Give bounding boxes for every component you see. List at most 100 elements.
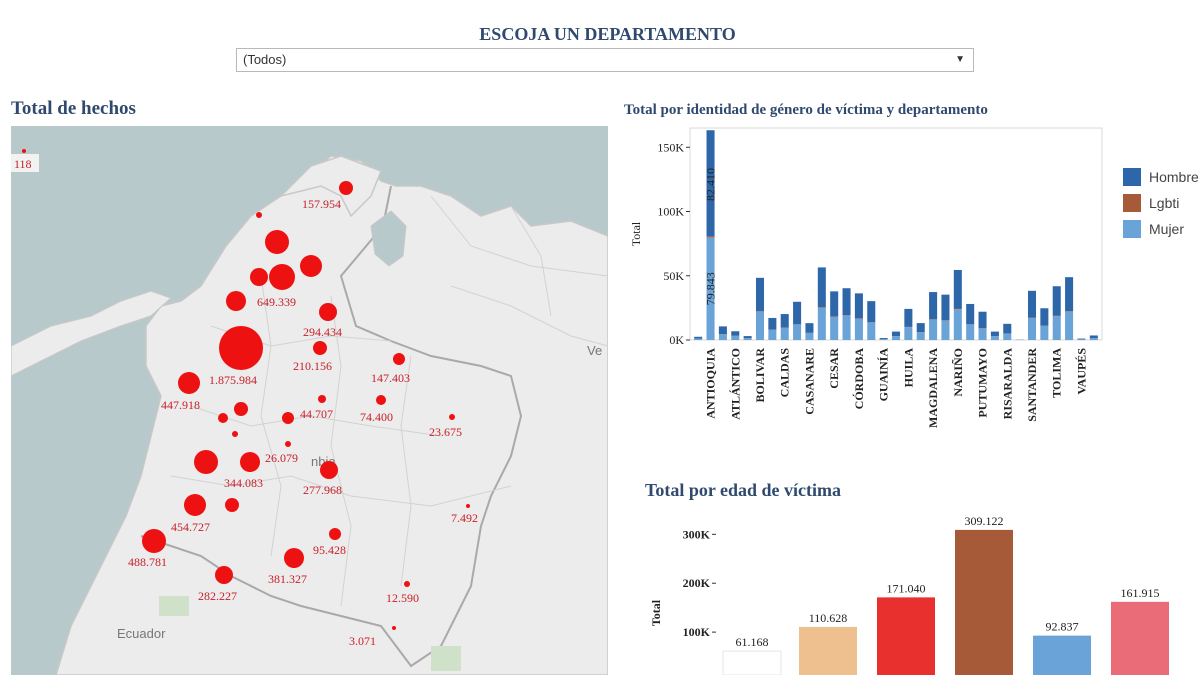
gender-bar-hombre[interactable]: [830, 291, 839, 317]
map-bubble[interactable]: [184, 494, 206, 516]
map-bubble[interactable]: [232, 431, 238, 437]
gender-bar-mujer[interactable]: [1052, 316, 1061, 340]
map-bubble[interactable]: [226, 291, 246, 311]
gender-bar-hombre[interactable]: [793, 301, 802, 325]
map-bubble[interactable]: [256, 212, 262, 218]
chevron-down-icon[interactable]: ▼: [955, 54, 965, 65]
gender-bar-hombre[interactable]: [755, 277, 765, 312]
gender-bar-lgbti[interactable]: [755, 311, 765, 312]
gender-bar-mujer[interactable]: [780, 327, 789, 340]
gender-bar-mujer[interactable]: [830, 316, 839, 340]
gender-bar-mujer[interactable]: [904, 327, 913, 340]
map-bubble[interactable]: [250, 268, 268, 286]
gender-bar-mujer[interactable]: [755, 311, 765, 340]
map-bubble[interactable]: [285, 441, 291, 447]
map-bubble[interactable]: [319, 303, 337, 321]
map-bubble[interactable]: [269, 264, 295, 290]
age-bar[interactable]: [722, 650, 782, 675]
gender-bar-mujer[interactable]: [929, 319, 938, 340]
map-bubble[interactable]: [219, 326, 263, 370]
legend-item-mujer[interactable]: Mujer: [1123, 216, 1199, 242]
gender-bar-mujer[interactable]: [842, 315, 851, 340]
map-bubble[interactable]: [339, 181, 353, 195]
map-bubble[interactable]: [320, 461, 338, 479]
gender-bar-mujer[interactable]: [1065, 311, 1074, 340]
map-canvas[interactable]: Ve nbia Ecuador 118 157.954649.339294.43…: [11, 126, 608, 675]
gender-bar-hombre[interactable]: [1077, 338, 1086, 340]
gender-bar-mujer[interactable]: [941, 320, 950, 340]
age-bar-chart[interactable]: 100K 200K 300K Total 61.168 110.628 171.040 309…: [640, 505, 1180, 675]
map-bubble[interactable]: [225, 498, 239, 512]
map-bubble[interactable]: [300, 255, 322, 277]
gender-bar-mujer[interactable]: [978, 328, 987, 340]
age-bar[interactable]: [799, 626, 857, 675]
gender-bar-hombre[interactable]: [706, 130, 715, 237]
gender-bar-hombre[interactable]: [1027, 290, 1037, 318]
gender-bar-hombre[interactable]: [916, 323, 925, 333]
map-bubble[interactable]: [449, 414, 455, 420]
gender-bar-mujer[interactable]: [966, 324, 975, 340]
map-bubble[interactable]: [318, 395, 326, 403]
gender-bar-hombre[interactable]: [842, 288, 851, 316]
gender-bar-hombre[interactable]: [953, 269, 962, 309]
map-bubble[interactable]: [282, 412, 294, 424]
gender-bar-hombre[interactable]: [743, 336, 752, 339]
gender-bar-hombre[interactable]: [1040, 308, 1049, 326]
gender-bar-mujer[interactable]: [1003, 333, 1012, 340]
gender-bar-mujer[interactable]: [743, 338, 752, 340]
map-bubble[interactable]: [329, 528, 341, 540]
gender-bar-mujer[interactable]: [1040, 325, 1049, 340]
gender-bar-mujer[interactable]: [805, 332, 814, 340]
gender-bar-mujer[interactable]: [891, 336, 901, 340]
gender-bar-hombre[interactable]: [817, 267, 826, 308]
gender-bar-mujer[interactable]: [990, 336, 999, 340]
gender-bar-mujer[interactable]: [854, 318, 863, 340]
gender-bar-hombre[interactable]: [731, 331, 740, 336]
gender-bar-hombre[interactable]: [1065, 277, 1074, 312]
gender-bar-hombre[interactable]: [1089, 335, 1098, 339]
gender-bar-mujer[interactable]: [694, 338, 703, 340]
map-bubble[interactable]: [466, 504, 470, 508]
gender-bar-lgbti[interactable]: [953, 308, 962, 310]
gender-bar-hombre[interactable]: [694, 336, 703, 339]
map-bubble[interactable]: [376, 395, 386, 405]
gender-bar-hombre[interactable]: [718, 326, 727, 335]
legend-item-lgbti[interactable]: Lgbti: [1123, 190, 1199, 216]
map-bubble[interactable]: [178, 372, 200, 394]
gender-bar-hombre[interactable]: [768, 317, 777, 330]
gender-bar-mujer[interactable]: [718, 334, 727, 340]
gender-bar-hombre[interactable]: [978, 311, 987, 329]
age-bar[interactable]: [1033, 635, 1091, 675]
map-bubble[interactable]: [404, 581, 410, 587]
map-bubble[interactable]: [215, 566, 233, 584]
map-bubble[interactable]: [393, 353, 405, 365]
gender-bar-mujer[interactable]: [879, 339, 888, 340]
gender-bar-hombre[interactable]: [966, 303, 975, 325]
gender-bar-hombre[interactable]: [904, 308, 913, 327]
gender-bar-hombre[interactable]: [780, 314, 789, 328]
gender-bar-hombre[interactable]: [867, 301, 876, 323]
gender-bar-mujer[interactable]: [817, 307, 826, 340]
age-bar[interactable]: [877, 597, 935, 675]
gender-bar-mujer[interactable]: [1027, 318, 1037, 340]
gender-bar-mujer[interactable]: [1077, 339, 1086, 340]
map-bubble[interactable]: [142, 529, 166, 553]
map-bubble[interactable]: [234, 402, 248, 416]
gender-bar-hombre[interactable]: [879, 338, 888, 340]
gender-bar-hombre[interactable]: [1052, 286, 1061, 316]
gender-bar-mujer[interactable]: [793, 324, 802, 340]
gender-bar-lgbti[interactable]: [1065, 311, 1074, 312]
map-bubble[interactable]: [265, 230, 289, 254]
map-bubble[interactable]: [284, 548, 304, 568]
gender-bar-lgbti[interactable]: [817, 307, 826, 308]
gender-bar-hombre[interactable]: [805, 323, 814, 333]
map-bubble[interactable]: [218, 413, 228, 423]
gender-bar-chart[interactable]: 0K 50K 100K 150K Total ANTIOQUIA ATLÁNTICO BOLI…: [620, 122, 1120, 440]
gender-bar-hombre[interactable]: [929, 292, 938, 320]
map-bubble[interactable]: [313, 341, 327, 355]
gender-bar-hombre[interactable]: [990, 331, 999, 337]
gender-bar-mujer[interactable]: [768, 329, 777, 340]
gender-bar-hombre[interactable]: [854, 293, 863, 319]
gender-bar-lgbti[interactable]: [706, 236, 715, 238]
map-bubble[interactable]: [240, 452, 260, 472]
